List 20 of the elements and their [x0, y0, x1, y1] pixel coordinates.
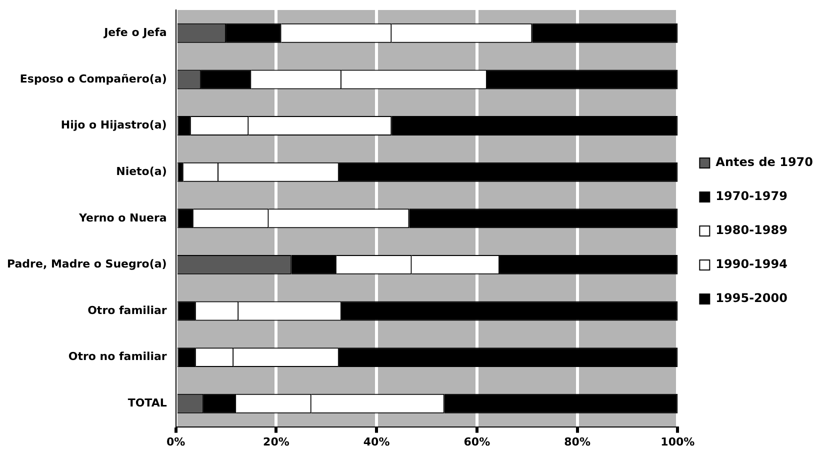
legend-label: Antes de 1970 — [716, 155, 814, 170]
legend-label: 1980-1989 — [716, 223, 788, 238]
x-tick-label: 40% — [363, 435, 390, 448]
y-tick-label: Esposo o Compañero(a) — [20, 72, 167, 86]
x-tick-label: 0% — [166, 435, 186, 448]
y-tick-label: Padre, Madre o Suegro(a) — [6, 258, 167, 271]
y-tick-label: TOTAL — [128, 396, 167, 410]
legend-label: 1990-1994 — [716, 257, 788, 272]
y-tick-label: Nieto(a) — [116, 164, 167, 178]
y-tick-label: Jefe o Jefa — [103, 26, 167, 40]
x-tick-label: 80% — [564, 435, 590, 448]
y-tick-label: Otro no familiar — [68, 350, 168, 364]
x-tick-label: 60% — [464, 435, 490, 448]
legend-label: 1995-2000 — [716, 291, 788, 306]
x-tick-label: 20% — [263, 435, 290, 448]
y-tick-label: Yerno o Nuera — [78, 211, 167, 224]
legend-label: 1970-1979 — [716, 189, 788, 204]
x-tick-label: 100% — [660, 435, 695, 448]
y-tick-label: Otro familiar — [88, 304, 168, 317]
y-tick-label: Hijo o Hijastro(a) — [60, 118, 167, 132]
